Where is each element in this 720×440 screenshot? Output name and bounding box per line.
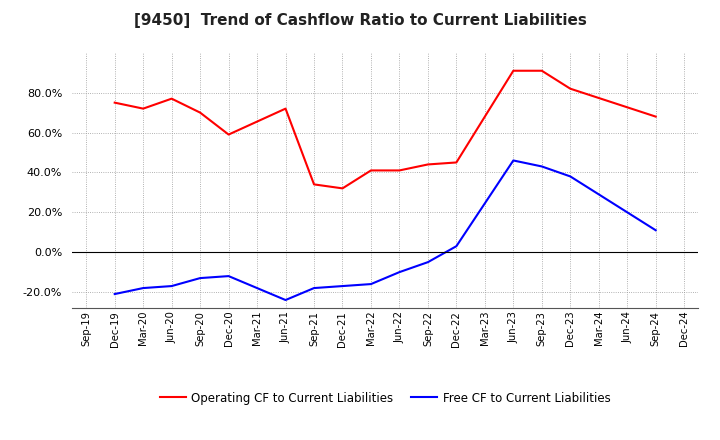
Operating CF to Current Liabilities <box>395 168 404 173</box>
Free CF to Current Liabilities <box>110 291 119 297</box>
Operating CF to Current Liabilities <box>310 182 318 187</box>
Operating CF to Current Liabilities <box>225 132 233 137</box>
Operating CF to Current Liabilities <box>366 168 375 173</box>
Operating CF to Current Liabilities <box>652 114 660 119</box>
Line: Free CF to Current Liabilities: Free CF to Current Liabilities <box>114 161 656 300</box>
Operating CF to Current Liabilities <box>566 86 575 92</box>
Operating CF to Current Liabilities <box>196 110 204 115</box>
Text: [9450]  Trend of Cashflow Ratio to Current Liabilities: [9450] Trend of Cashflow Ratio to Curren… <box>134 13 586 28</box>
Free CF to Current Liabilities <box>509 158 518 163</box>
Operating CF to Current Liabilities <box>338 186 347 191</box>
Operating CF to Current Liabilities <box>282 106 290 111</box>
Free CF to Current Liabilities <box>537 164 546 169</box>
Free CF to Current Liabilities <box>652 227 660 233</box>
Free CF to Current Liabilities <box>366 282 375 287</box>
Free CF to Current Liabilities <box>423 260 432 265</box>
Free CF to Current Liabilities <box>225 273 233 279</box>
Line: Operating CF to Current Liabilities: Operating CF to Current Liabilities <box>114 71 656 188</box>
Operating CF to Current Liabilities <box>452 160 461 165</box>
Free CF to Current Liabilities <box>310 286 318 291</box>
Free CF to Current Liabilities <box>566 174 575 179</box>
Legend: Operating CF to Current Liabilities, Free CF to Current Liabilities: Operating CF to Current Liabilities, Fre… <box>155 387 616 409</box>
Operating CF to Current Liabilities <box>537 68 546 73</box>
Operating CF to Current Liabilities <box>423 162 432 167</box>
Free CF to Current Liabilities <box>395 269 404 275</box>
Free CF to Current Liabilities <box>338 283 347 289</box>
Free CF to Current Liabilities <box>196 275 204 281</box>
Operating CF to Current Liabilities <box>110 100 119 105</box>
Free CF to Current Liabilities <box>167 283 176 289</box>
Free CF to Current Liabilities <box>282 297 290 303</box>
Free CF to Current Liabilities <box>452 244 461 249</box>
Operating CF to Current Liabilities <box>167 96 176 101</box>
Free CF to Current Liabilities <box>139 286 148 291</box>
Operating CF to Current Liabilities <box>139 106 148 111</box>
Operating CF to Current Liabilities <box>509 68 518 73</box>
